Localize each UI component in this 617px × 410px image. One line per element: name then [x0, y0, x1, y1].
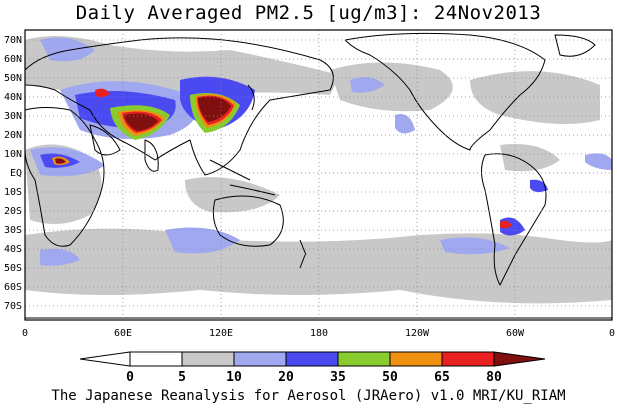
colorbar-swatch — [181, 351, 235, 367]
lat-tick: 70S — [4, 301, 22, 312]
lon-tick: 120E — [209, 328, 233, 339]
lon-tick: 60E — [114, 328, 132, 339]
colorbar-level: 65 — [434, 370, 450, 385]
colorbar — [79, 351, 546, 367]
lat-tick: 50N — [4, 73, 22, 84]
colorbar-swatch — [337, 351, 391, 367]
lat-tick: 10N — [4, 149, 22, 160]
colorbar-swatch-above-80 — [493, 351, 546, 367]
graticule — [25, 30, 612, 320]
lon-tick: 60W — [506, 328, 525, 339]
lon-tick: 180 — [310, 328, 328, 339]
lat-tick: 10S — [4, 187, 22, 198]
colorbar-level: 0 — [126, 370, 134, 385]
lat-tick: 60N — [4, 54, 22, 65]
lat-tick: 40N — [4, 92, 22, 103]
colorbar-swatch — [233, 351, 287, 367]
colorbar-level: 50 — [382, 370, 398, 385]
lon-tick: 0 — [609, 328, 615, 339]
colorbar-level: 10 — [226, 370, 242, 385]
colorbar-swatch — [285, 351, 339, 367]
longitude-axis: 0 60E 120E 180 120W 60W 0 — [22, 328, 615, 339]
colorbar-level: 5 — [178, 370, 186, 385]
lon-tick: 0 — [22, 328, 28, 339]
latitude-axis: 70N 60N 50N 40N 30N 20N 10N EQ 10S 20S 3… — [4, 35, 22, 312]
lat-tick: 20S — [4, 206, 22, 217]
colorbar-swatch — [441, 351, 495, 367]
lat-tick: 30S — [4, 225, 22, 236]
colorbar-swatch — [129, 351, 183, 367]
lat-tick: 60S — [4, 282, 22, 293]
credit-line: The Japanese Reanalysis for Aerosol (JRA… — [51, 388, 566, 404]
pm25-field — [25, 36, 612, 304]
lat-tick: EQ — [10, 168, 22, 179]
colorbar-level: 80 — [486, 370, 502, 385]
lat-tick: 30N — [4, 111, 22, 122]
map-title: Daily Averaged PM2.5 [ug/m3]: 24Nov2013 — [75, 2, 542, 24]
lat-tick: 50S — [4, 263, 22, 274]
lat-tick: 40S — [4, 244, 22, 255]
lat-tick: 70N — [4, 35, 22, 46]
colorbar-swatch — [389, 351, 443, 367]
colorbar-swatch-below-0 — [79, 351, 131, 367]
colorbar-labels: 0 5 10 20 35 50 65 80 — [126, 370, 502, 385]
map-frame — [24, 29, 613, 321]
lat-tick: 20N — [4, 130, 22, 141]
colorbar-level: 35 — [330, 370, 346, 385]
colorbar-level: 20 — [278, 370, 294, 385]
lon-tick: 120W — [405, 328, 430, 339]
